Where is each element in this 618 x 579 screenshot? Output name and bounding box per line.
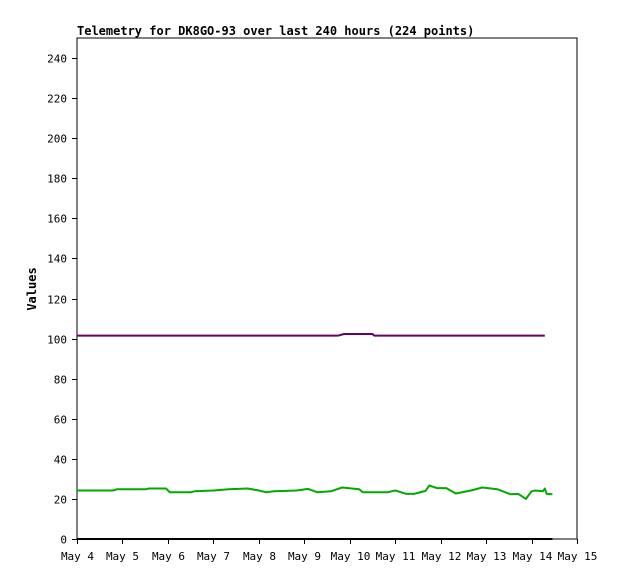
y-tick-label: 140 <box>47 253 67 266</box>
y-tick-label: 120 <box>47 294 67 307</box>
series-line-2 <box>77 484 553 500</box>
x-tick-label: May 7 <box>197 550 230 563</box>
x-tick-label: May 11 <box>376 550 416 563</box>
y-tick-label: 220 <box>47 93 67 106</box>
plot-frame <box>76 37 578 540</box>
x-tick-label: May 10 <box>331 550 371 563</box>
x-tick-label: May 14 <box>513 550 553 563</box>
y-tick-label: 20 <box>54 494 67 507</box>
series-line-1 <box>77 333 545 337</box>
y-tick-label: 100 <box>47 334 67 347</box>
y-tick-label: 160 <box>47 213 67 226</box>
y-tick-label: 40 <box>54 454 67 467</box>
x-tick-label: May 15 <box>558 550 598 563</box>
x-tick-label: May 8 <box>243 550 276 563</box>
y-tick-label: 180 <box>47 173 67 186</box>
y-axis-label: Values <box>25 267 39 310</box>
x-tick-label: May 5 <box>106 550 139 563</box>
x-tick-label: May 12 <box>422 550 462 563</box>
x-axis: May 4 May 5 May 6 May 7 May 8 May 9 May 10 May … <box>61 539 597 563</box>
y-tick-label: 240 <box>47 53 67 66</box>
chart-title: Telemetry for DK8GO-93 over last 240 hou… <box>77 24 474 38</box>
series-layer <box>77 333 553 540</box>
x-tick-label: May 4 <box>61 550 94 563</box>
y-axis: 0 20 40 60 80 100 120 140 160 180 200 220 240 <box>47 53 77 547</box>
y-tick-label: 200 <box>47 133 67 146</box>
x-tick-label: May 6 <box>152 550 185 563</box>
y-tick-label: 60 <box>54 414 67 427</box>
y-tick-label: 80 <box>54 374 67 387</box>
x-tick-label: May 13 <box>467 550 507 563</box>
x-tick-label: May 9 <box>288 550 321 563</box>
y-tick-label: 0 <box>60 534 67 547</box>
